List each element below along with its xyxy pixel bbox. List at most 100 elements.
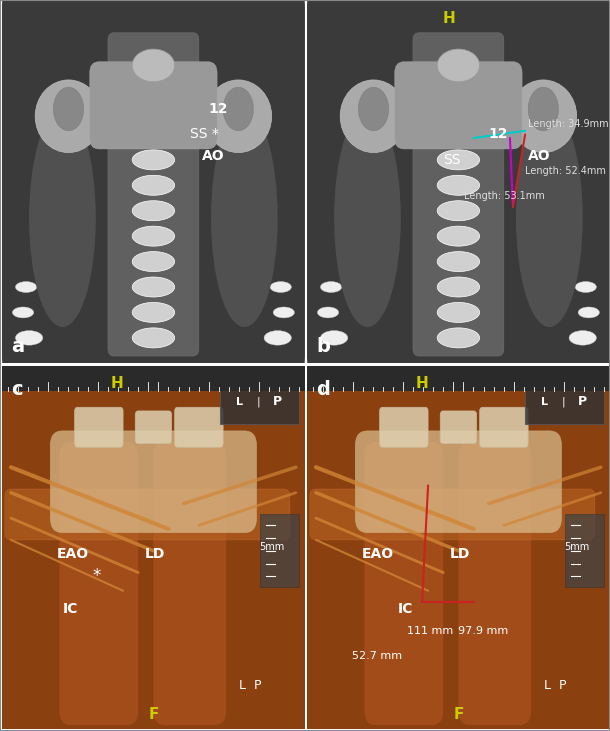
FancyBboxPatch shape xyxy=(135,411,171,444)
Ellipse shape xyxy=(132,99,174,119)
Ellipse shape xyxy=(516,109,583,327)
Ellipse shape xyxy=(334,109,401,327)
Text: IC: IC xyxy=(62,602,78,616)
Ellipse shape xyxy=(132,303,174,322)
FancyBboxPatch shape xyxy=(51,431,256,533)
FancyBboxPatch shape xyxy=(379,407,428,447)
Ellipse shape xyxy=(569,330,597,345)
FancyBboxPatch shape xyxy=(459,442,531,725)
Text: F: F xyxy=(453,707,464,721)
Text: c: c xyxy=(11,380,23,399)
Text: H: H xyxy=(110,376,123,391)
Ellipse shape xyxy=(132,175,174,195)
Ellipse shape xyxy=(205,80,271,153)
Text: 111 mm: 111 mm xyxy=(407,626,453,636)
Ellipse shape xyxy=(35,80,102,153)
Text: |: | xyxy=(256,397,260,407)
Text: EAO: EAO xyxy=(56,548,88,561)
Ellipse shape xyxy=(132,201,174,221)
Text: |: | xyxy=(561,397,565,407)
FancyBboxPatch shape xyxy=(59,442,138,725)
Text: Length: 53.1mm: Length: 53.1mm xyxy=(464,192,545,201)
FancyBboxPatch shape xyxy=(525,380,604,424)
Ellipse shape xyxy=(578,307,600,318)
Text: a: a xyxy=(11,338,24,357)
FancyBboxPatch shape xyxy=(2,366,305,391)
FancyBboxPatch shape xyxy=(310,489,595,540)
Text: L  P: L P xyxy=(239,678,262,692)
FancyBboxPatch shape xyxy=(220,380,299,424)
FancyBboxPatch shape xyxy=(108,33,199,356)
Ellipse shape xyxy=(211,109,278,327)
Ellipse shape xyxy=(53,87,84,131)
Ellipse shape xyxy=(270,281,292,292)
Ellipse shape xyxy=(437,124,479,145)
Ellipse shape xyxy=(15,281,37,292)
Ellipse shape xyxy=(223,87,254,131)
Ellipse shape xyxy=(132,226,174,246)
Ellipse shape xyxy=(320,281,342,292)
Text: SS: SS xyxy=(443,153,461,167)
Ellipse shape xyxy=(437,99,479,119)
Ellipse shape xyxy=(273,307,295,318)
FancyBboxPatch shape xyxy=(413,33,504,356)
FancyBboxPatch shape xyxy=(440,411,476,444)
FancyBboxPatch shape xyxy=(304,384,610,731)
Text: LD: LD xyxy=(450,548,470,561)
Text: H: H xyxy=(443,11,456,26)
FancyBboxPatch shape xyxy=(2,0,305,374)
Text: LD: LD xyxy=(145,548,165,561)
Ellipse shape xyxy=(437,150,479,170)
Ellipse shape xyxy=(437,175,479,195)
FancyBboxPatch shape xyxy=(307,366,610,391)
FancyBboxPatch shape xyxy=(0,384,308,731)
Ellipse shape xyxy=(358,87,389,131)
FancyBboxPatch shape xyxy=(364,442,443,725)
Ellipse shape xyxy=(510,80,576,153)
Ellipse shape xyxy=(317,307,339,318)
Ellipse shape xyxy=(132,124,174,145)
FancyBboxPatch shape xyxy=(5,489,290,540)
Text: 52.7 mm: 52.7 mm xyxy=(353,651,403,661)
Text: 12: 12 xyxy=(489,127,508,141)
Text: Length: 34.9mm: Length: 34.9mm xyxy=(528,118,609,129)
FancyBboxPatch shape xyxy=(395,61,522,149)
Text: L  P: L P xyxy=(544,678,567,692)
Text: IC: IC xyxy=(398,602,413,616)
Ellipse shape xyxy=(437,226,479,246)
Text: L: L xyxy=(541,397,548,407)
Text: b: b xyxy=(316,338,330,357)
FancyBboxPatch shape xyxy=(154,442,226,725)
FancyBboxPatch shape xyxy=(259,515,299,587)
Ellipse shape xyxy=(320,330,348,345)
Text: 97.9 mm: 97.9 mm xyxy=(459,626,509,636)
FancyBboxPatch shape xyxy=(307,0,610,374)
FancyBboxPatch shape xyxy=(90,61,217,149)
Ellipse shape xyxy=(437,303,479,322)
Text: AO: AO xyxy=(528,149,551,163)
Text: L: L xyxy=(236,397,243,407)
FancyBboxPatch shape xyxy=(74,407,123,447)
Text: F: F xyxy=(148,707,159,721)
FancyBboxPatch shape xyxy=(174,407,223,447)
Ellipse shape xyxy=(437,251,479,272)
Ellipse shape xyxy=(132,251,174,272)
Text: 5mm: 5mm xyxy=(259,542,284,552)
Text: AO: AO xyxy=(202,149,224,163)
Text: *: * xyxy=(93,567,101,586)
Text: 5mm: 5mm xyxy=(564,542,589,552)
FancyBboxPatch shape xyxy=(564,515,604,587)
Ellipse shape xyxy=(575,281,597,292)
Ellipse shape xyxy=(29,109,96,327)
FancyBboxPatch shape xyxy=(479,407,528,447)
Ellipse shape xyxy=(528,87,559,131)
Text: EAO: EAO xyxy=(361,548,393,561)
Ellipse shape xyxy=(132,49,174,82)
Text: P: P xyxy=(273,395,282,409)
Ellipse shape xyxy=(437,201,479,221)
Text: 12: 12 xyxy=(208,102,228,116)
Ellipse shape xyxy=(132,277,174,297)
Ellipse shape xyxy=(12,307,34,318)
Ellipse shape xyxy=(264,330,292,345)
FancyBboxPatch shape xyxy=(356,431,561,533)
